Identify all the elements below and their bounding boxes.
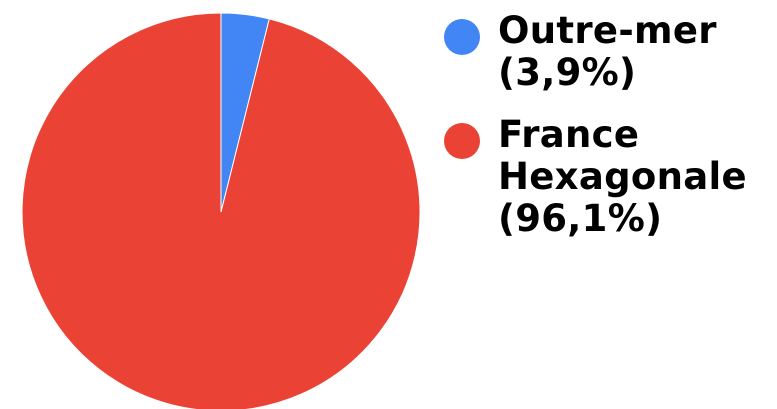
legend: Outre-mer (3,9%) France Hexagonale (96,1… xyxy=(444,10,774,260)
legend-item-outre-mer: Outre-mer (3,9%) xyxy=(444,10,774,94)
legend-label-line: Outre-mer xyxy=(498,9,717,52)
legend-item-france-hexagonale: France Hexagonale (96,1%) xyxy=(444,114,774,240)
pie-slices xyxy=(21,12,421,409)
legend-label-line: France xyxy=(498,113,640,156)
legend-label-line: (96,1%) xyxy=(498,197,663,240)
legend-swatch-outre-mer xyxy=(444,19,480,55)
pie-slice-1 xyxy=(21,12,421,409)
legend-label-line: Hexagonale xyxy=(498,155,747,198)
legend-swatch-france-hexagonale xyxy=(444,123,480,159)
legend-label-line: (3,9%) xyxy=(498,51,637,94)
